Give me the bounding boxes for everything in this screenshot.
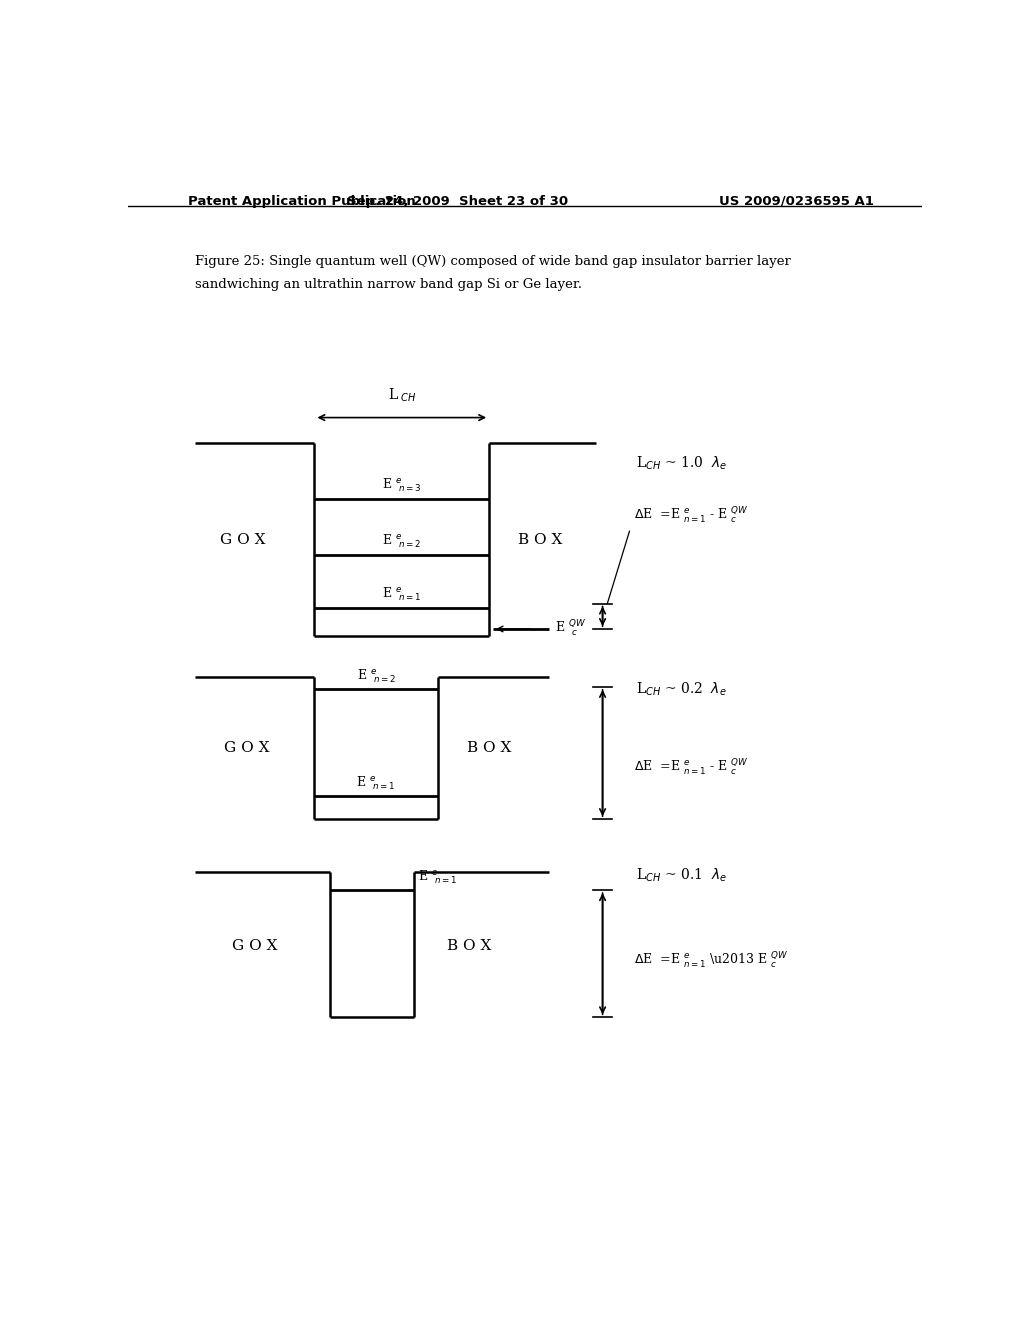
Text: sandwiching an ultrathin narrow band gap Si or Ge layer.: sandwiching an ultrathin narrow band gap… — [196, 279, 583, 292]
Text: L$_{CH}$ ~ 1.0  $\lambda_{e}$: L$_{CH}$ ~ 1.0 $\lambda_{e}$ — [636, 454, 727, 473]
Text: US 2009/0236595 A1: US 2009/0236595 A1 — [719, 195, 873, 209]
Text: $\Delta$E  =E $^{e}_{n=1}$ \u2013 E $^{QW}_{c}$: $\Delta$E =E $^{e}_{n=1}$ \u2013 E $^{QW… — [634, 952, 788, 972]
Text: B O X: B O X — [447, 939, 492, 953]
Text: E $^{e}_{\ n=1}$: E $^{e}_{\ n=1}$ — [356, 774, 395, 792]
Text: E $^{e}_{\ n=3}$: E $^{e}_{\ n=3}$ — [382, 477, 422, 494]
Text: Sep. 24, 2009  Sheet 23 of 30: Sep. 24, 2009 Sheet 23 of 30 — [347, 195, 568, 209]
Text: L$_{\ CH}$: L$_{\ CH}$ — [388, 387, 416, 404]
Text: L$_{CH}$ ~ 0.1  $\lambda_{e}$: L$_{CH}$ ~ 0.1 $\lambda_{e}$ — [636, 866, 727, 883]
Text: L$_{CH}$ ~ 0.2  $\lambda_{e}$: L$_{CH}$ ~ 0.2 $\lambda_{e}$ — [636, 680, 726, 698]
Text: G O X: G O X — [220, 532, 266, 546]
Text: G O X: G O X — [224, 741, 269, 755]
Text: Patent Application Publication: Patent Application Publication — [187, 195, 416, 209]
Text: E $^{e}_{\ n=1}$: E $^{e}_{\ n=1}$ — [418, 869, 457, 886]
Text: $\Delta$E  =E $^{e}_{n=1}$ - E $^{QW}_{c}$: $\Delta$E =E $^{e}_{n=1}$ - E $^{QW}_{c}… — [634, 758, 749, 779]
Text: Figure 25: Single quantum well (QW) composed of wide band gap insulator barrier : Figure 25: Single quantum well (QW) comp… — [196, 255, 792, 268]
Text: E $^{QW}_{\ c}$: E $^{QW}_{\ c}$ — [555, 619, 586, 639]
Text: E $^{e}_{\ n=2}$: E $^{e}_{\ n=2}$ — [356, 668, 395, 685]
Text: G O X: G O X — [232, 939, 278, 953]
Text: E $^{e}_{\ n=1}$: E $^{e}_{\ n=1}$ — [382, 585, 421, 602]
Text: $\Delta$E  =E $^{e}_{n=1}$ - E $^{QW}_{c}$: $\Delta$E =E $^{e}_{n=1}$ - E $^{QW}_{c}… — [634, 506, 749, 527]
Text: E $^{e}_{\ n=2}$: E $^{e}_{\ n=2}$ — [382, 532, 421, 549]
Text: B O X: B O X — [467, 741, 511, 755]
Text: B O X: B O X — [518, 532, 563, 546]
